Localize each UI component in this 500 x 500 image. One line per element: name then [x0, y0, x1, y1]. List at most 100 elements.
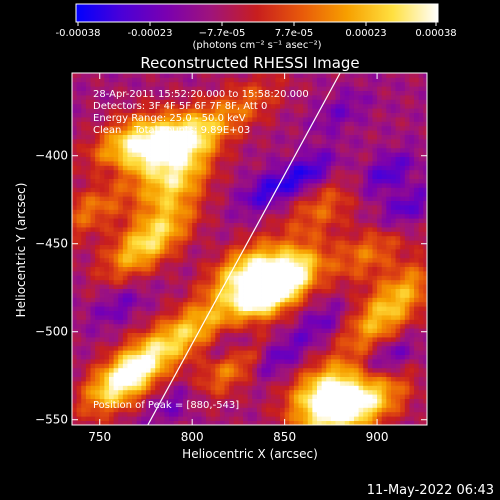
heatmap-cell — [340, 183, 346, 188]
heatmap-cell — [266, 275, 272, 281]
heatmap-cell — [192, 174, 198, 179]
heatmap-cell — [400, 253, 406, 259]
heatmap-cell — [145, 143, 151, 149]
heatmap-cell — [192, 306, 198, 311]
heatmap-cell — [173, 196, 179, 201]
heatmap-cell — [390, 389, 396, 395]
heatmap-cell — [145, 187, 151, 193]
heatmap-cell — [256, 376, 262, 382]
heatmap-cell — [256, 275, 262, 281]
heatmap-cell — [312, 367, 318, 373]
heatmap-cell — [404, 315, 410, 320]
heatmap-cell — [418, 218, 424, 223]
heatmap-cell — [307, 376, 313, 382]
heatmap-cell — [312, 165, 318, 171]
heatmap-cell — [409, 398, 415, 404]
heatmap-cell — [219, 275, 225, 281]
heatmap-cell — [353, 178, 359, 184]
heatmap-cell — [247, 139, 253, 144]
heatmap-cell — [201, 381, 207, 386]
heatmap-cell — [353, 174, 359, 179]
heatmap-cell — [270, 381, 276, 386]
heatmap-cell — [284, 341, 290, 347]
heatmap-cell — [298, 139, 304, 144]
heatmap-cell — [210, 139, 216, 144]
heatmap-cell — [173, 310, 179, 316]
heatmap-cell — [353, 191, 359, 197]
heatmap-cell — [122, 337, 128, 342]
heatmap-cell — [377, 165, 383, 171]
heatmap-cell — [159, 306, 165, 311]
heatmap-cell — [229, 398, 235, 404]
heatmap-cell — [132, 249, 138, 254]
heatmap-cell — [72, 249, 78, 254]
heatmap-cell — [307, 275, 313, 281]
heatmap-cell — [377, 407, 383, 413]
heatmap-cell — [423, 222, 427, 228]
heatmap-cell — [132, 235, 138, 241]
heatmap-cell — [141, 227, 147, 232]
heatmap-cell — [418, 143, 424, 149]
heatmap-cell — [169, 187, 175, 193]
heatmap-cell — [386, 394, 392, 399]
heatmap-cell — [293, 227, 299, 232]
heatmap-cell — [118, 271, 124, 276]
colorbar-tick-label: −7.7e-05 — [199, 28, 246, 39]
heatmap-cell — [395, 354, 401, 360]
heatmap-cell — [372, 249, 378, 254]
heatmap-cell — [187, 196, 193, 201]
heatmap-cell — [108, 297, 114, 303]
heatmap-cell — [136, 187, 142, 193]
heatmap-cell — [307, 306, 313, 311]
heatmap-cell — [247, 244, 253, 250]
heatmap-cell — [256, 209, 262, 215]
heatmap-cell — [224, 227, 230, 232]
heatmap-cell — [178, 231, 184, 237]
heatmap-cell — [284, 147, 290, 153]
heatmap-cell — [122, 139, 128, 144]
heatmap-cell — [206, 262, 212, 267]
heatmap-cell — [187, 323, 193, 329]
heatmap-cell — [280, 222, 286, 228]
heatmap-cell — [247, 354, 253, 360]
heatmap-cell — [386, 187, 392, 193]
heatmap-cell — [210, 213, 216, 219]
heatmap-cell — [159, 244, 165, 250]
heatmap-cell — [353, 165, 359, 171]
heatmap-cell — [169, 178, 175, 184]
heatmap-cell — [219, 139, 225, 144]
heatmap-cell — [224, 416, 230, 421]
heatmap-cell — [173, 389, 179, 395]
heatmap-cell — [344, 301, 350, 307]
heatmap-cell — [145, 191, 151, 197]
heatmap-cell — [349, 183, 355, 188]
heatmap-cell — [266, 381, 272, 386]
heatmap-cell — [349, 235, 355, 241]
heatmap-cell — [127, 341, 133, 347]
heatmap-cell — [275, 143, 281, 149]
heatmap-cell — [159, 191, 165, 197]
heatmap-cell — [113, 389, 119, 395]
heatmap-cell — [367, 218, 373, 223]
heatmap-cell — [215, 293, 221, 298]
heatmap-cell — [113, 279, 119, 285]
heatmap-cell — [76, 200, 82, 206]
heatmap-cell — [316, 350, 323, 355]
heatmap-cell — [233, 337, 239, 342]
heatmap-cell — [118, 240, 124, 245]
heatmap-cell — [108, 288, 114, 294]
heatmap-cell — [95, 152, 101, 157]
heatmap-cell — [150, 187, 156, 193]
heatmap-cell — [155, 165, 161, 171]
heatmap-cell — [280, 310, 286, 316]
heatmap-cell — [76, 266, 82, 272]
heatmap-cell — [312, 411, 318, 417]
heatmap-cell — [72, 240, 78, 245]
heatmap-cell — [340, 169, 346, 175]
heatmap-cell — [377, 367, 383, 373]
heatmap-cell — [372, 279, 378, 285]
heatmap-cell — [386, 398, 392, 404]
heatmap-cell — [266, 332, 272, 338]
heatmap-cell — [210, 293, 216, 298]
heatmap-cell — [256, 156, 262, 162]
